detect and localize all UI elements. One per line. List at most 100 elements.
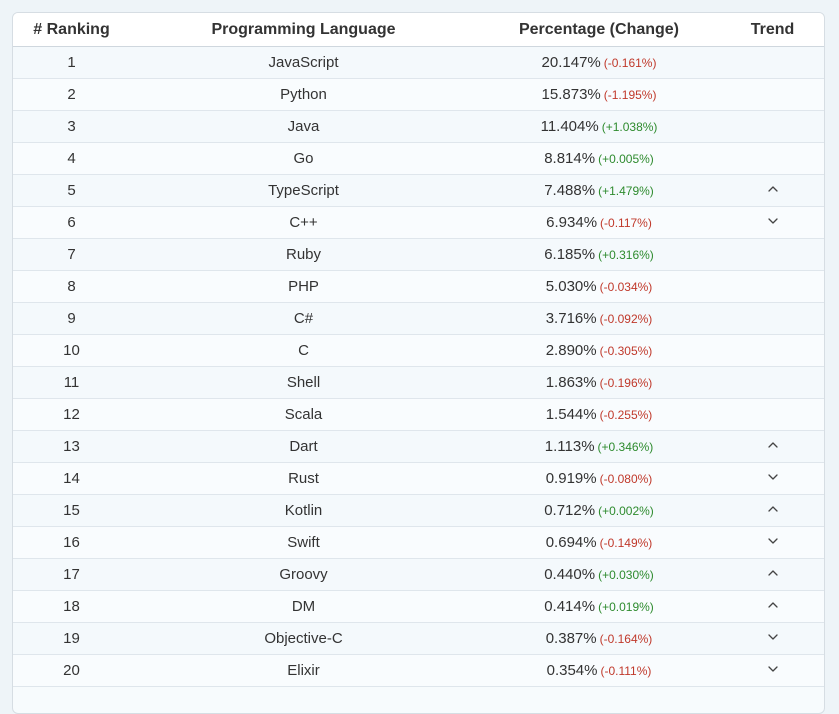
header-trend[interactable]: Trend: [750, 20, 795, 38]
percentage-cell: 11.404% (+1.038%): [477, 118, 721, 135]
chevron-down-icon: [767, 471, 779, 483]
table-row: 13 Dart 1.113% (+0.346%): [13, 431, 824, 463]
percentage-cell: 0.387% (-0.164%): [477, 630, 721, 647]
percentage-change: (+0.005%): [598, 152, 654, 166]
rank-cell: 20: [63, 662, 80, 679]
percentage-change: (-0.196%): [599, 376, 653, 390]
language-cell: Rust: [288, 470, 319, 487]
language-cell: JavaScript: [268, 54, 339, 71]
percentage-value: 1.544%: [545, 406, 597, 423]
percentage-cell: 1.544% (-0.255%): [477, 406, 721, 423]
table-row: 16 Swift 0.694% (-0.149%): [13, 527, 824, 559]
percentage-value: 1.113%: [544, 438, 595, 455]
chevron-up-icon: [767, 599, 779, 611]
language-cell: Ruby: [285, 246, 322, 263]
percentage-change: (+0.346%): [597, 440, 654, 454]
trend-cell: [721, 534, 824, 551]
percentage-change: (+0.316%): [598, 248, 654, 262]
header-percentage[interactable]: Percentage (Change): [518, 20, 680, 38]
percentage-value: 0.354%: [546, 662, 598, 679]
rank-cell: 7: [67, 246, 76, 263]
percentage-value: 1.863%: [545, 374, 597, 391]
chevron-up-icon: [767, 503, 779, 515]
trend-cell: [721, 502, 824, 519]
rank-cell: 6: [67, 214, 76, 231]
percentage-change: (-0.161%): [603, 56, 657, 70]
percentage-change: (-0.080%): [599, 472, 653, 486]
percentage-value: 3.716%: [545, 310, 597, 327]
percentage-change: (-1.195%): [603, 88, 657, 102]
language-cell: C++: [289, 214, 318, 231]
language-cell: Python: [280, 86, 327, 103]
table-row: 19 Objective-C 0.387% (-0.164%): [13, 623, 824, 655]
rank-cell: 1: [67, 54, 76, 71]
percentage-cell: 1.113% (+0.346%): [477, 438, 721, 455]
language-cell: Elixir: [287, 662, 320, 679]
language-cell: C: [298, 342, 309, 359]
chevron-down-icon: [767, 535, 779, 547]
percentage-cell: 7.488% (+1.479%): [477, 182, 721, 199]
percentage-value: 0.387%: [545, 630, 597, 647]
percentage-cell: 6.185% (+0.316%): [477, 246, 721, 263]
rank-cell: 16: [63, 534, 80, 551]
rank-cell: 13: [63, 438, 80, 455]
rank-cell: 10: [63, 342, 80, 359]
table-row: 3 Java 11.404% (+1.038%): [13, 111, 824, 143]
table-row: 17 Groovy 0.440% (+0.030%): [13, 559, 824, 591]
language-cell: Groovy: [279, 566, 328, 583]
chevron-down-icon: [767, 631, 779, 643]
percentage-value: 11.404%: [540, 118, 599, 135]
table-row: 15 Kotlin 0.712% (+0.002%): [13, 495, 824, 527]
header-language[interactable]: Programming Language: [211, 20, 396, 38]
table-row: 1 JavaScript 20.147% (-0.161%): [13, 47, 824, 79]
percentage-value: 8.814%: [544, 150, 596, 167]
percentage-value: 6.934%: [546, 214, 598, 231]
percentage-cell: 20.147% (-0.161%): [477, 54, 721, 71]
percentage-cell: 0.919% (-0.080%): [477, 470, 721, 487]
percentage-change: (+1.479%): [598, 184, 654, 198]
percentage-cell: 2.890% (-0.305%): [477, 342, 721, 359]
language-cell: Kotlin: [284, 502, 323, 519]
percentage-change: (-0.034%): [599, 280, 653, 294]
language-cell: Swift: [287, 534, 320, 551]
percentage-value: 0.440%: [544, 566, 596, 583]
rank-cell: 15: [63, 502, 80, 519]
rank-cell: 5: [67, 182, 76, 199]
table-header: # Ranking Programming Language Percentag…: [13, 13, 824, 47]
table-row: 11 Shell 1.863% (-0.196%): [13, 367, 824, 399]
table-row: 6 C++ 6.934% (-0.117%): [13, 207, 824, 239]
trend-cell: [721, 214, 824, 231]
percentage-change: (+0.002%): [598, 504, 654, 518]
table-row: 9 C# 3.716% (-0.092%): [13, 303, 824, 335]
trend-cell: [721, 598, 824, 615]
language-cell: Dart: [289, 438, 318, 455]
percentage-cell: 5.030% (-0.034%): [477, 278, 721, 295]
table-row: 5 TypeScript 7.488% (+1.479%): [13, 175, 824, 207]
trend-cell: [721, 630, 824, 647]
language-cell: DM: [291, 598, 316, 615]
percentage-cell: 0.414% (+0.019%): [477, 598, 721, 615]
percentage-change: (-0.117%): [600, 216, 652, 230]
language-cell: Go: [293, 150, 314, 167]
percentage-cell: 6.934% (-0.117%): [477, 214, 721, 231]
language-cell: PHP: [288, 278, 319, 295]
percentage-cell: 8.814% (+0.005%): [477, 150, 721, 167]
percentage-value: 5.030%: [545, 278, 597, 295]
percentage-change: (+1.038%): [601, 120, 658, 134]
percentage-value: 7.488%: [544, 182, 596, 199]
rank-cell: 2: [67, 86, 76, 103]
percentage-cell: 0.440% (+0.030%): [477, 566, 721, 583]
chevron-down-icon: [767, 663, 779, 675]
ranking-table: # Ranking Programming Language Percentag…: [12, 12, 825, 714]
table-row: 8 PHP 5.030% (-0.034%): [13, 271, 824, 303]
header-ranking[interactable]: # Ranking: [33, 20, 110, 38]
percentage-cell: 1.863% (-0.196%): [477, 374, 721, 391]
chevron-down-icon: [767, 215, 779, 227]
language-cell: Scala: [284, 406, 323, 423]
chevron-up-icon: [767, 183, 779, 195]
percentage-change: (+0.019%): [598, 600, 654, 614]
percentage-change: (-0.305%): [599, 344, 653, 358]
percentage-value: 0.414%: [544, 598, 596, 615]
chevron-up-icon: [767, 439, 779, 451]
percentage-cell: 3.716% (-0.092%): [477, 310, 721, 327]
